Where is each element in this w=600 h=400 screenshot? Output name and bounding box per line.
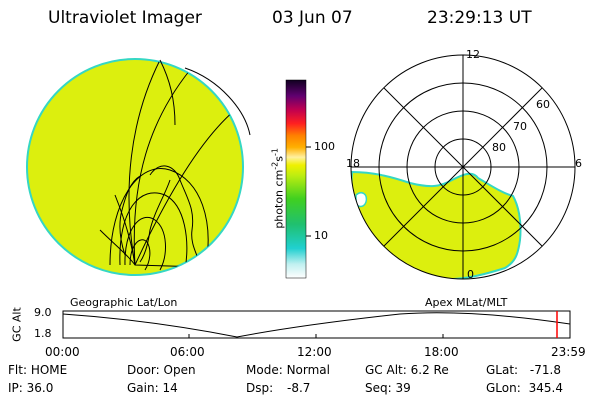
colorbar-unit-text: photon cm bbox=[272, 169, 286, 229]
info-gcalt: GC Alt: 6.2 Re bbox=[365, 363, 449, 377]
glat-value: -71.8 bbox=[529, 363, 561, 377]
orbit-arc bbox=[184, 67, 251, 136]
info-dsp: Dsp: -8.7 bbox=[246, 381, 310, 395]
altitude-curve bbox=[62, 312, 571, 338]
latitude-2 bbox=[119, 192, 188, 271]
info-mode: Mode: Normal bbox=[246, 363, 330, 377]
colorbar-tick-label-10: 10 bbox=[314, 229, 328, 242]
flt-value: HOME bbox=[30, 363, 68, 377]
meridian-3 bbox=[134, 109, 236, 266]
altitude-ymax: 9.0 bbox=[34, 306, 52, 319]
polar-plot bbox=[350, 54, 576, 280]
colorbar-unit-exp1: -2 bbox=[270, 161, 280, 170]
colorbar-gradient bbox=[285, 79, 307, 279]
meridian-4 bbox=[114, 194, 136, 266]
mlt-label-6: 6 bbox=[575, 157, 582, 170]
altitude-axis-label: GC Alt bbox=[10, 307, 24, 342]
glat-label: GLat: bbox=[486, 363, 519, 377]
info-gain: Gain: 14 bbox=[127, 381, 178, 395]
ip-label: IP: bbox=[8, 381, 23, 395]
coastline bbox=[119, 165, 206, 271]
meridian-1 bbox=[133, 69, 191, 266]
orbit-arc-2 bbox=[159, 59, 176, 126]
gcalt-value: 6.2 Re bbox=[410, 363, 449, 377]
x-tick-0000: 00:00 bbox=[45, 345, 80, 359]
meridian-5 bbox=[99, 229, 241, 269]
polar-axis-diag2 bbox=[383, 87, 543, 247]
mode-value: Normal bbox=[286, 363, 330, 377]
gcalt-label: GC Alt: bbox=[365, 363, 407, 377]
mlat-label-60: 60 bbox=[536, 98, 550, 111]
colorbar-unit-label: photon cm-2s-1 bbox=[271, 123, 286, 253]
aurora-oval bbox=[351, 170, 522, 279]
mlt-label-0: 0 bbox=[467, 268, 474, 281]
header-date: 03 Jun 07 bbox=[272, 8, 353, 28]
mode-label: Mode: bbox=[246, 363, 283, 377]
flt-label: Flt: bbox=[8, 363, 27, 377]
meridian-2 bbox=[128, 59, 161, 266]
info-door: Door: Open bbox=[127, 363, 196, 377]
colorbar-unit-exp2: -1 bbox=[270, 148, 280, 156]
colorbar bbox=[285, 79, 311, 279]
mlat-label-80: 80 bbox=[492, 141, 506, 154]
door-value: Open bbox=[163, 363, 196, 377]
x-tick-2359: 23:59 bbox=[551, 345, 586, 359]
altitude-ymin: 1.8 bbox=[34, 327, 52, 340]
mlt-label-18: 18 bbox=[346, 157, 360, 170]
altitude-plot bbox=[62, 310, 571, 339]
dsp-value: -8.7 bbox=[286, 381, 311, 395]
glon-value: 345.4 bbox=[528, 381, 563, 395]
info-ip: IP: 36.0 bbox=[8, 381, 53, 395]
instrument-title: Ultraviolet Imager bbox=[48, 8, 202, 28]
colorbar-tick-label-100: 100 bbox=[314, 140, 335, 153]
gain-label: Gain: bbox=[127, 381, 159, 395]
latitude-1 bbox=[109, 168, 209, 271]
geographic-image bbox=[26, 58, 251, 276]
x-tick-1200: 12:00 bbox=[297, 345, 332, 359]
mlt-label-12: 12 bbox=[466, 48, 480, 61]
mlat-label-70: 70 bbox=[513, 120, 527, 133]
ip-value: 36.0 bbox=[26, 381, 54, 395]
x-tick-0600: 06:00 bbox=[170, 345, 205, 359]
door-label: Door: bbox=[127, 363, 160, 377]
latitude-3 bbox=[124, 217, 166, 271]
info-glon: GLon: 345.4 bbox=[486, 381, 563, 395]
right-panel-caption: Apex MLat/MLT bbox=[425, 296, 508, 309]
colorbar-unit-s: s bbox=[272, 155, 286, 162]
dsp-label: Dsp: bbox=[246, 381, 274, 395]
x-tick-1800: 18:00 bbox=[424, 345, 459, 359]
info-glat: GLat: -71.8 bbox=[486, 363, 561, 377]
glon-label: GLon: bbox=[486, 381, 521, 395]
earth-disk bbox=[26, 58, 244, 276]
header-time: 23:29:13 UT bbox=[427, 8, 532, 28]
left-panel-caption: Geographic Lat/Lon bbox=[70, 296, 178, 309]
info-seq: Seq: 39 bbox=[365, 381, 411, 395]
seq-label: Seq: bbox=[365, 381, 392, 395]
gain-value: 14 bbox=[162, 381, 178, 395]
seq-value: 39 bbox=[395, 381, 411, 395]
info-flt: Flt: HOME bbox=[8, 363, 67, 377]
